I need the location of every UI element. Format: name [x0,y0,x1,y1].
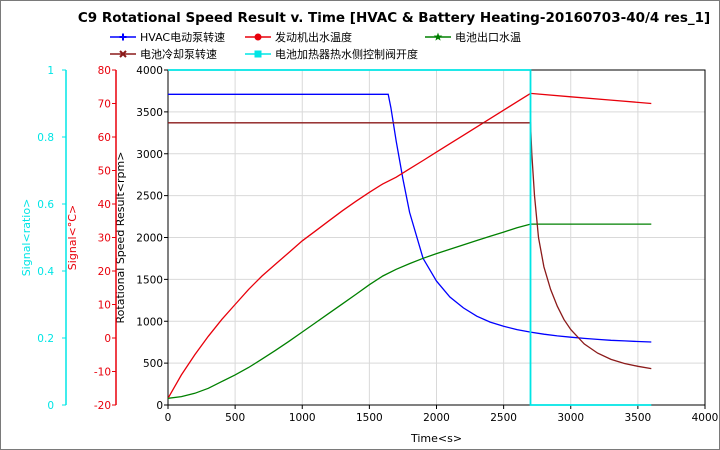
ratio-tick-label: 1 [47,65,54,77]
temperature-tick-label: 10 [98,300,111,312]
ratio-tick-label: 0.8 [37,132,54,144]
star-icon [433,32,443,41]
ratio-tick-label: 0.2 [37,333,54,345]
ratio-tick-label: 0.4 [37,266,54,278]
x-tick-label: 2500 [490,412,517,424]
ratio-axis-label: Signal<ratio> [20,199,33,277]
legend-item: HVAC电动泵转速 [110,30,225,44]
primary-tick-label: 2000 [136,233,163,245]
legend-label: 电池加热器热水侧控制阀开度 [275,47,418,61]
x-tick-label: 1500 [356,412,383,424]
temperature-axis-label: Signal<°C> [66,205,79,270]
primary-tick-label: 500 [143,358,163,370]
temperature-tick-label: 30 [98,233,111,245]
temperature-tick-label: 70 [98,99,111,111]
primary-tick-label: 3500 [136,107,163,119]
legend-item: 电池冷却泵转速 [110,47,217,61]
legend-label: 电池冷却泵转速 [140,47,217,61]
x-tick-label: 0 [165,412,172,424]
temperature-tick-label: 20 [98,266,111,278]
series-line-3 [168,223,652,399]
ratio-tick-label: 0.6 [37,199,54,211]
primary-axis-label: Rotational Speed Result<rpm> [114,152,127,324]
axes: 0 500 1000 1500 2000 2500 3000 3500 4000Time<s>0… [20,65,718,445]
x-tick-label: 3000 [557,412,584,424]
primary-tick-label: 4000 [136,65,163,77]
x-tick-label: 2000 [423,412,450,424]
x-tick-label: 4000 [692,412,719,424]
temperature-tick-label: -20 [94,400,111,412]
temperature-tick-label: 60 [98,132,111,144]
legend-item: 电池加热器热水侧控制阀开度 [245,47,418,61]
legend-item: 电池出口水温 [425,30,521,44]
square-icon [254,50,262,58]
cross-icon [119,50,127,58]
primary-tick-label: 0 [156,400,163,412]
chart-title: C9 Rotational Speed Result v. Time [HVAC… [78,10,710,26]
x-tick-label: 1000 [289,412,316,424]
grid [167,69,706,406]
x-tick-label: 3500 [625,412,652,424]
primary-tick-label: 2500 [136,191,163,203]
primary-tick-label: 3000 [136,149,163,161]
legend-label: HVAC电动泵转速 [140,30,225,44]
series-line-4 [168,122,652,370]
series-line-2 [168,92,652,399]
primary-tick-label: 1500 [136,274,163,286]
circle-icon [254,33,262,41]
temperature-tick-label: 40 [98,199,111,211]
x-axis-label: Time<s> [410,432,462,445]
legend-label: 发动机出水温度 [275,30,352,44]
temperature-tick-label: 0 [104,333,111,345]
legend-label: 电池出口水温 [455,30,521,44]
series-line-1 [168,93,652,343]
temperature-tick-label: -10 [94,367,111,379]
legend-item: 发动机出水温度 [245,30,352,44]
temperature-tick-label: 50 [98,166,111,178]
primary-tick-label: 1000 [136,316,163,328]
series-line-5 [168,69,652,406]
plot-area [168,69,652,406]
x-tick-label: 500 [225,412,245,424]
ratio-tick-label: 0 [47,400,54,412]
temperature-tick-label: 80 [98,65,111,77]
